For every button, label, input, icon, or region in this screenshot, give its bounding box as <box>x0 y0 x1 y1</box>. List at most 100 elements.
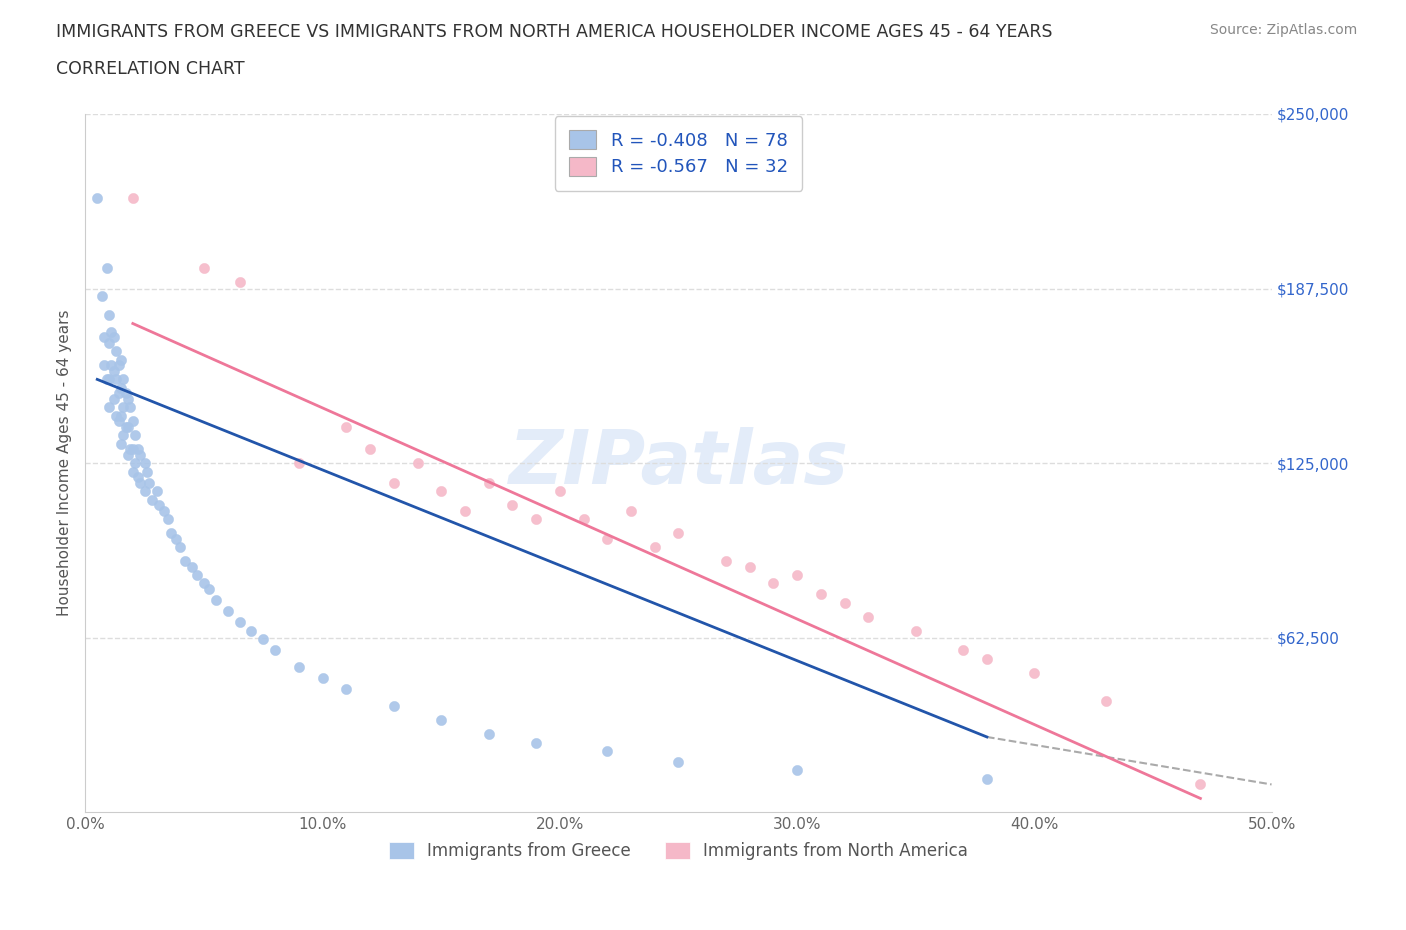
Point <box>98 336 121 351</box>
Point <box>105 344 128 359</box>
Point <box>100 325 122 339</box>
Point <box>117 419 139 434</box>
Point <box>117 392 139 406</box>
Point <box>121 442 143 457</box>
Point <box>157 512 180 526</box>
Text: Source: ZipAtlas.com: Source: ZipAtlas.com <box>1209 23 1357 37</box>
Point <box>217 604 239 618</box>
Point <box>668 754 690 769</box>
Point <box>165 531 187 546</box>
Point <box>548 484 571 498</box>
Point <box>127 470 149 485</box>
Point <box>524 512 547 526</box>
Point <box>124 428 146 443</box>
Point <box>714 553 737 568</box>
Point <box>138 475 160 490</box>
Point <box>120 442 142 457</box>
Point <box>129 475 152 490</box>
Point <box>228 274 250 289</box>
Point <box>105 408 128 423</box>
Point <box>193 576 215 591</box>
Point <box>205 592 228 607</box>
Point <box>107 386 129 401</box>
Point <box>134 484 156 498</box>
Point <box>976 651 998 666</box>
Point <box>107 358 129 373</box>
Point <box>86 191 108 206</box>
Point <box>120 400 142 415</box>
Point <box>596 743 619 758</box>
Point <box>174 553 197 568</box>
Point <box>240 623 263 638</box>
Point <box>596 531 619 546</box>
Point <box>335 419 357 434</box>
Point <box>786 763 808 777</box>
Point <box>148 498 170 512</box>
Point <box>169 539 191 554</box>
Point <box>524 735 547 750</box>
Y-axis label: Householder Income Ages 45 - 64 years: Householder Income Ages 45 - 64 years <box>58 310 72 617</box>
Point <box>159 525 181 540</box>
Point <box>406 456 429 471</box>
Point <box>103 330 125 345</box>
Point <box>1024 665 1046 680</box>
Point <box>311 671 333 685</box>
Point <box>228 615 250 630</box>
Point <box>112 372 135 387</box>
Point <box>110 352 132 367</box>
Point <box>186 567 208 582</box>
Text: CORRELATION CHART: CORRELATION CHART <box>56 60 245 78</box>
Legend: Immigrants from Greece, Immigrants from North America: Immigrants from Greece, Immigrants from … <box>382 835 974 867</box>
Point <box>478 475 501 490</box>
Point <box>288 456 311 471</box>
Point <box>112 428 135 443</box>
Point <box>103 364 125 379</box>
Point <box>114 386 136 401</box>
Point <box>668 525 690 540</box>
Point <box>121 414 143 429</box>
Point <box>121 191 143 206</box>
Point <box>152 503 174 518</box>
Point <box>107 414 129 429</box>
Point <box>114 419 136 434</box>
Point <box>98 400 121 415</box>
Point <box>181 559 204 574</box>
Point <box>93 330 115 345</box>
Point <box>98 308 121 323</box>
Point <box>572 512 595 526</box>
Point <box>145 484 167 498</box>
Point <box>105 372 128 387</box>
Point <box>454 503 477 518</box>
Point <box>117 447 139 462</box>
Point <box>858 609 880 624</box>
Point <box>91 288 114 303</box>
Point <box>382 475 405 490</box>
Point <box>620 503 643 518</box>
Point <box>786 567 808 582</box>
Point <box>430 484 453 498</box>
Point <box>252 631 274 646</box>
Point <box>644 539 666 554</box>
Point <box>100 358 122 373</box>
Point <box>141 492 163 507</box>
Point <box>136 464 159 479</box>
Point <box>501 498 523 512</box>
Point <box>127 442 149 457</box>
Point <box>110 408 132 423</box>
Point <box>124 456 146 471</box>
Text: ZIPatlas: ZIPatlas <box>509 427 848 499</box>
Point <box>93 358 115 373</box>
Point <box>834 595 856 610</box>
Point <box>288 659 311 674</box>
Point <box>430 712 453 727</box>
Point <box>98 372 121 387</box>
Point <box>810 587 832 602</box>
Point <box>134 456 156 471</box>
Point <box>103 392 125 406</box>
Point <box>193 260 215 275</box>
Point <box>129 447 152 462</box>
Point <box>96 260 118 275</box>
Point <box>96 372 118 387</box>
Point <box>952 643 974 658</box>
Point <box>264 643 287 658</box>
